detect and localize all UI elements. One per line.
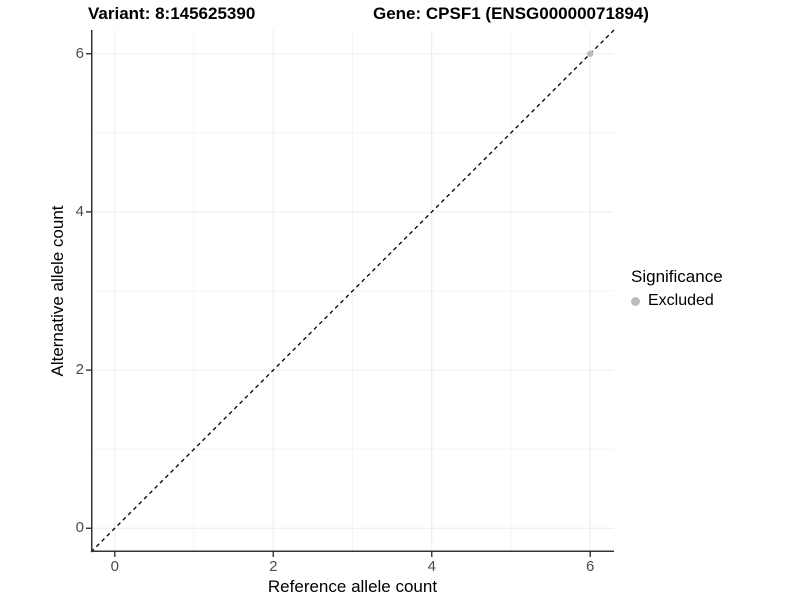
- x-tick-label: 0: [110, 558, 119, 575]
- y-tick-label: 2: [75, 361, 84, 379]
- legend-item-label: Excluded: [648, 292, 714, 309]
- legend: Significance Excluded: [629, 266, 723, 310]
- x-tick-label: 6: [586, 558, 595, 575]
- x-tick-label: 2: [269, 558, 278, 575]
- y-tick-label: 6: [75, 44, 84, 62]
- identity-dashed-line: [90, 29, 615, 553]
- legend-title: Significance: [631, 267, 723, 286]
- y-tick-label: 4: [75, 202, 84, 220]
- plot-panel: [86, 29, 615, 557]
- data-point: [587, 50, 594, 57]
- excluded-point-icon: [631, 296, 640, 306]
- y-axis-title: Alternative allele count: [48, 205, 67, 377]
- gene-title: Gene: CPSF1 (ENSG00000071894): [373, 4, 649, 23]
- x-tick-label: 4: [427, 558, 436, 575]
- legend-item: Excluded: [629, 292, 723, 310]
- variant-title: Variant: 8:145625390: [88, 4, 256, 23]
- plot-canvas: [86, 29, 615, 557]
- legend-items: Excluded: [629, 292, 723, 310]
- x-axis-title: Reference allele count: [267, 577, 438, 596]
- y-tick-label: 0: [75, 519, 84, 537]
